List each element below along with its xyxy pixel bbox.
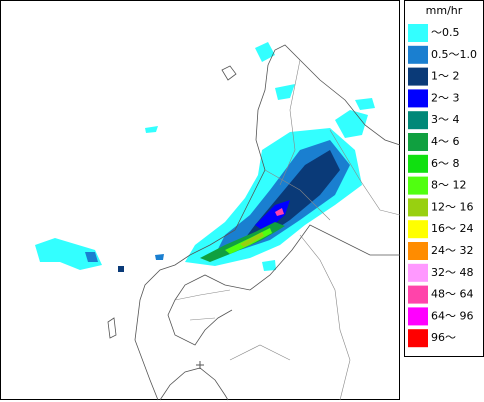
legend-label: 32～ 48 [431, 266, 474, 279]
legend-swatch [408, 176, 428, 195]
boundary [174, 59, 401, 401]
legend-label: 2～ 3 [431, 91, 460, 104]
legend-swatch [408, 263, 428, 282]
legend-unit: mm/hr [426, 4, 463, 17]
legend-label: 4～ 6 [431, 135, 460, 148]
map [0, 0, 401, 401]
legend-swatch [408, 89, 428, 108]
coastline [134, 64, 269, 401]
legend-swatch [408, 45, 428, 64]
legend-swatch [408, 242, 428, 260]
legend-label: 1～ 2 [431, 70, 460, 83]
legend-label: 24～ 32 [431, 244, 474, 257]
island [221, 65, 237, 81]
legend-label: 6～ 8 [431, 157, 460, 170]
legend-label: 3～ 4 [431, 113, 460, 126]
legend-swatch [408, 111, 428, 130]
marker [196, 361, 204, 369]
legend-label: 16～ 24 [431, 222, 474, 235]
legend-swatch [408, 285, 428, 304]
legend-label: ～0.5 [431, 26, 460, 39]
legend-swatch [408, 133, 428, 151]
legend-label: 12～ 16 [431, 200, 474, 213]
legend-label: 64～ 96 [431, 309, 474, 322]
legend-swatch [408, 220, 428, 239]
legend-label: 48～ 64 [431, 288, 474, 301]
legend-swatch [408, 154, 428, 173]
radar-echo [35, 42, 375, 272]
coastline [167, 224, 400, 346]
legend-swatch [408, 24, 428, 42]
legend-label: 96～ [431, 331, 456, 344]
boundary [189, 317, 291, 361]
legend-swatch [408, 329, 428, 348]
legend-swatch [408, 307, 428, 326]
legend-swatch [408, 67, 428, 86]
legend-label: 0.5～1.0 [431, 48, 477, 61]
legend: mm/hr ～0.5 0.5～1.0 1～ 2 2～ 3 3～ 4 4～ 6 6～ 8 8～ … [404, 0, 484, 357]
legend-swatch [408, 198, 428, 217]
coastline [267, 44, 401, 146]
island [107, 317, 117, 339]
legend-label: 8～ 12 [431, 179, 467, 192]
